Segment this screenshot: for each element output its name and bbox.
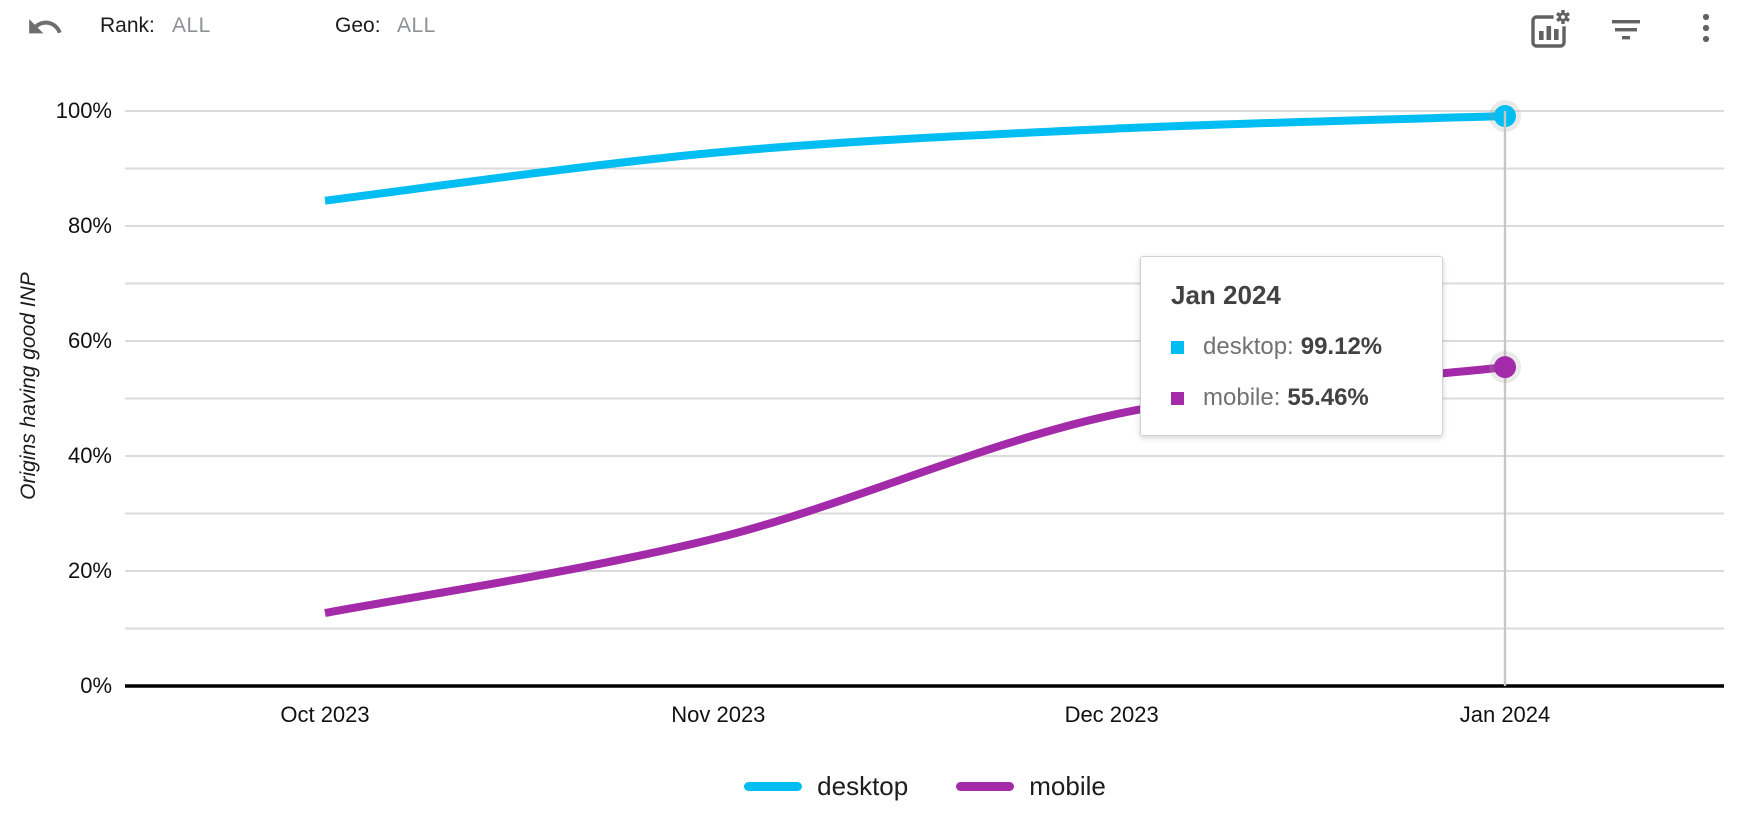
desktop-swatch-icon <box>1171 340 1184 354</box>
rank-filter-label: Rank: <box>100 14 155 37</box>
desktop-line-swatch-icon <box>744 781 803 791</box>
data-point-mobile[interactable] <box>1494 356 1516 379</box>
x-tick-label: Jan 2024 <box>1459 702 1551 727</box>
rank-filter-value[interactable]: ALL <box>172 14 211 37</box>
tooltip-mobile-value: 55.46% <box>1287 384 1369 411</box>
chart-settings-icon[interactable] <box>1526 6 1573 57</box>
x-tick-label: Oct 2023 <box>280 702 370 727</box>
mobile-swatch-icon <box>1171 391 1184 405</box>
legend-mobile-label: mobile <box>1029 770 1106 801</box>
filter-icon[interactable] <box>1606 8 1646 53</box>
legend-item-mobile: mobile <box>956 771 1106 802</box>
y-tick-label: 40% <box>67 443 112 468</box>
y-tick-label: 100% <box>55 98 112 123</box>
tooltip-mobile-label: mobile: <box>1203 384 1281 411</box>
undo-icon[interactable] <box>24 8 66 51</box>
y-tick-label: 80% <box>67 213 112 238</box>
legend-desktop-label: desktop <box>817 770 909 801</box>
tooltip-desktop-value: 99.12% <box>1300 333 1383 360</box>
y-tick-label: 0% <box>80 673 112 698</box>
tooltip-desktop-label: desktop: <box>1203 333 1294 360</box>
tooltip-title: Jan 2024 <box>1171 280 1281 310</box>
y-tick-label: 20% <box>67 558 112 583</box>
tooltip-row-desktop: desktop: 99.12% <box>1171 332 1412 362</box>
y-tick-label: 60% <box>67 328 112 353</box>
x-tick-label: Dec 2023 <box>1064 702 1159 727</box>
series-line-desktop[interactable] <box>324 112 1506 205</box>
geo-filter-label: Geo: <box>335 14 381 37</box>
chart-tooltip: Jan 2024 desktop: 99.12% mobile: 55.46% <box>1140 256 1443 436</box>
mobile-line-swatch-icon <box>956 781 1015 791</box>
legend-item-desktop: desktop <box>744 771 908 802</box>
x-tick-label: Nov 2023 <box>671 702 766 727</box>
geo-filter-value[interactable]: ALL <box>397 14 436 37</box>
more-vert-icon[interactable] <box>1688 6 1724 55</box>
chart-legend: desktop mobile <box>125 766 1725 806</box>
tooltip-row-mobile: mobile: 55.46% <box>1171 383 1412 413</box>
